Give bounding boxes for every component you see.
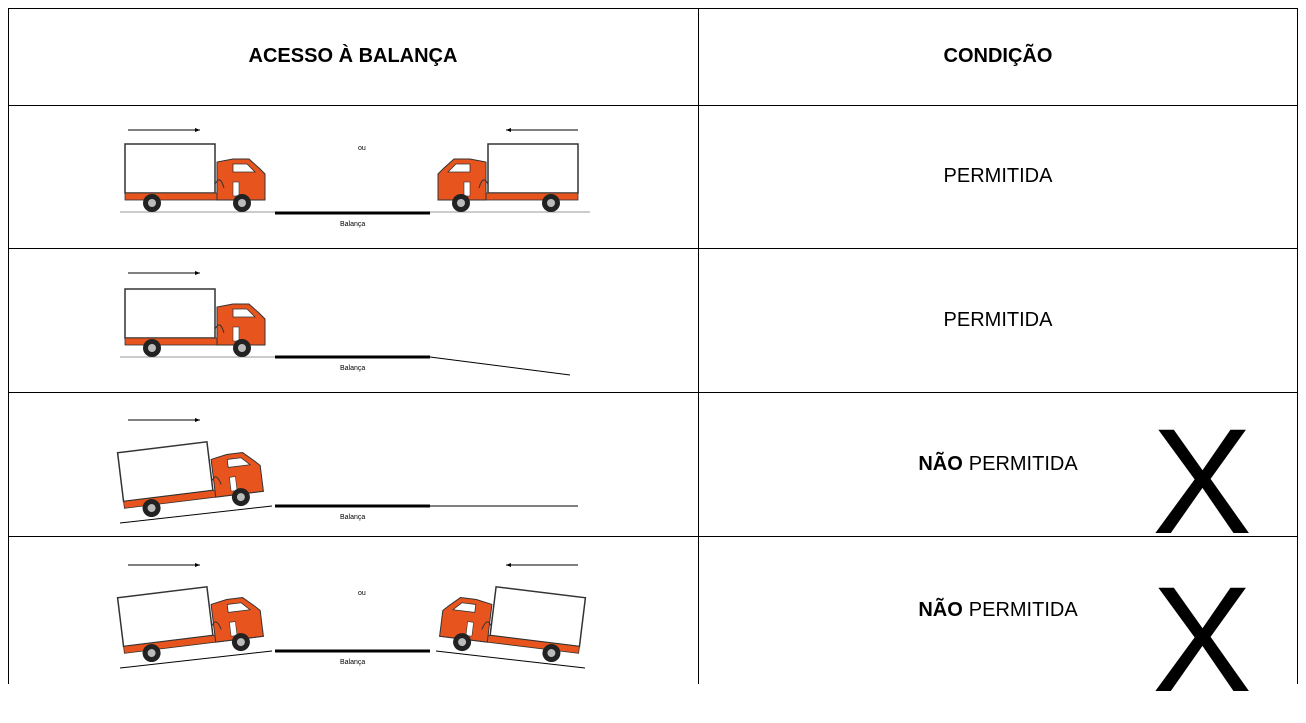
scenes: ou Balança Balança Balança ou Balança: [116, 128, 590, 669]
document: ACESSO À BALANÇA CONDIÇÃO PERMITIDA PERM…: [8, 8, 1298, 714]
row-border: [8, 392, 1298, 393]
column-border: [698, 8, 699, 684]
row-border: [8, 248, 1298, 249]
condition-emphasis: NÃO: [918, 598, 963, 621]
scale-label: Balança: [340, 221, 365, 228]
scene-lines: [119, 128, 590, 669]
header-cell: ACESSO À BALANÇA: [248, 45, 458, 67]
condition-emphasis: NÃO: [918, 452, 963, 475]
scale-label: Balança: [340, 659, 365, 666]
header-cell: CONDIÇÃO: [943, 45, 1053, 67]
scale-label: Balança: [340, 514, 365, 521]
condition-text: PERMITIDA: [968, 452, 1078, 475]
condition-text: PERMITIDA: [968, 598, 1078, 621]
or-label: ou: [358, 590, 366, 597]
table-border: [8, 8, 1298, 9]
row-border: [8, 536, 1298, 537]
table-border: [1297, 8, 1298, 684]
table-border: [8, 8, 9, 684]
or-label: ou: [358, 145, 366, 152]
condition-cell: NÃO PERMITIDA: [698, 536, 1298, 684]
row-border: [8, 105, 1298, 106]
condition-cell: PERMITIDA: [698, 105, 1298, 248]
condition-text: PERMITIDA: [943, 308, 1053, 331]
x-mark: X: [1152, 397, 1253, 565]
condition-cell: PERMITIDA: [698, 248, 1298, 392]
condition-cell: NÃO PERMITIDA: [698, 392, 1298, 536]
x-mark: X: [1152, 555, 1253, 723]
condition-text: PERMITIDA: [943, 165, 1053, 187]
scale-label: Balança: [340, 365, 365, 372]
